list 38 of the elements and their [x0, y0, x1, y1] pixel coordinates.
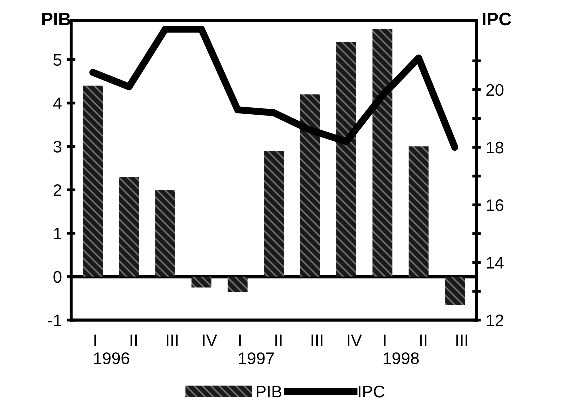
x-tick-label: IV	[203, 334, 218, 346]
y-tick-label: 5	[54, 54, 62, 66]
x-tick-label: I 1996	[94, 334, 130, 364]
legend-label: PIB	[257, 386, 282, 398]
bar	[264, 151, 284, 277]
x-tick-label: I 1997	[239, 334, 274, 364]
bar	[372, 29, 393, 277]
y2-axis-title: IPC	[483, 12, 512, 26]
y2-tick-label: 20	[486, 84, 504, 96]
x-tick-label: I 1998	[384, 334, 420, 364]
bar	[408, 146, 429, 277]
bar	[336, 42, 356, 277]
x-tick-label: III	[167, 334, 178, 346]
y-tick-label: -1	[48, 314, 62, 326]
y2-tick-label: 12	[487, 314, 504, 326]
y-tick-label: 0	[54, 271, 62, 284]
x-tick-label: II	[276, 334, 282, 346]
legend-label: IPC	[359, 386, 385, 398]
bar	[228, 276, 248, 292]
y2-tick-label: 18	[487, 142, 504, 154]
x-tick-label: III	[312, 334, 323, 346]
y2-tick-label: 14	[487, 257, 504, 269]
y-tick-label: 4	[53, 98, 62, 110]
bar	[156, 190, 176, 277]
bar	[119, 177, 140, 277]
y2-tick-label: 16	[487, 200, 504, 212]
x-tick-label: II	[130, 334, 138, 346]
x-tick-label: II	[420, 334, 427, 346]
y-tick-label: 3	[54, 141, 62, 153]
y-tick-label: 1	[54, 228, 62, 240]
bar	[83, 86, 104, 277]
bar	[300, 94, 320, 277]
bar	[192, 276, 212, 288]
y-tick-label: 2	[54, 184, 62, 196]
y-axis-title: PIB	[42, 13, 71, 26]
x-tick-label: IV	[348, 334, 362, 346]
x-tick-label: III	[456, 334, 468, 346]
bar	[445, 276, 466, 306]
